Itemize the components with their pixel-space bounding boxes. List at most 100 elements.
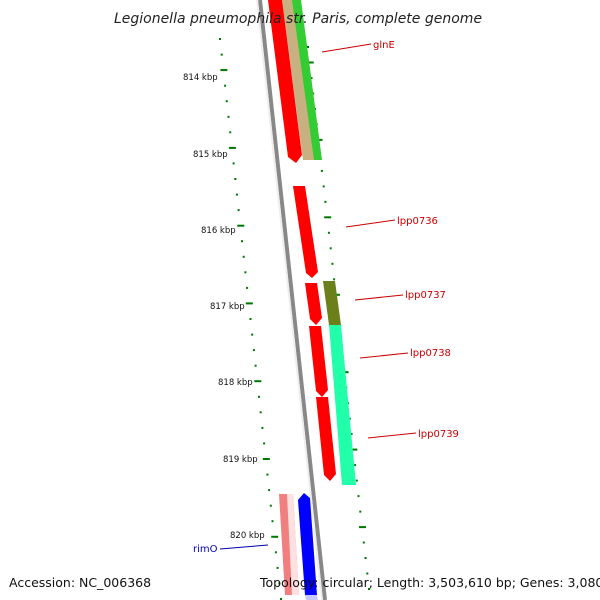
inner-tick xyxy=(259,411,262,414)
gene-lpp0738-arrow[interactable] xyxy=(309,326,328,397)
inner-tick xyxy=(249,318,252,320)
inner-tick xyxy=(227,115,230,118)
inner-tick xyxy=(245,302,253,305)
outer-tick xyxy=(355,479,358,482)
outer-tick xyxy=(359,510,362,513)
outer-tick xyxy=(364,557,367,559)
inner-tick xyxy=(224,84,227,87)
gene-lpp0736-arrow[interactable] xyxy=(293,186,318,278)
outer-tick xyxy=(350,433,353,436)
inner-tick xyxy=(228,146,236,149)
outer-tick xyxy=(320,169,323,172)
inner-tick xyxy=(241,240,243,243)
map-title: Legionella pneumophila str. Paris, compl… xyxy=(114,11,482,27)
inner-tick xyxy=(280,598,282,600)
ruler-label-816: 816 kbp xyxy=(201,226,236,236)
cog-track-pink-light xyxy=(287,494,299,595)
inner-tick xyxy=(263,442,266,445)
gene-label-rimO[interactable]: rimO xyxy=(193,544,218,555)
gene-label-lpp0739[interactable]: lpp0739 xyxy=(418,429,459,440)
inner-tick xyxy=(232,162,235,165)
ruler-labels: 814 kbp 815 kbp 816 kbp 817 kbp 818 kbp … xyxy=(183,73,265,541)
inner-tick xyxy=(220,53,223,56)
outer-tick xyxy=(366,572,369,575)
topology-text: Topology: circular; Length: 3,503,610 bp… xyxy=(260,575,600,590)
leader-rimO xyxy=(219,544,269,550)
outer-tick xyxy=(368,588,370,590)
tick-ring-inner xyxy=(219,38,282,600)
inner-tick xyxy=(252,349,255,352)
inner-tick xyxy=(254,364,257,367)
inner-tick xyxy=(246,286,249,289)
inner-tick xyxy=(229,131,232,134)
ruler-label-815: 815 kbp xyxy=(193,150,228,160)
inner-tick xyxy=(242,255,245,258)
leader-glnE xyxy=(321,43,372,53)
ruler-label-820: 820 kbp xyxy=(230,531,265,541)
outer-tick xyxy=(324,216,332,219)
outer-tick xyxy=(362,541,365,544)
inner-tick xyxy=(262,458,270,460)
outer-tick xyxy=(359,526,366,529)
cog-track-olive xyxy=(323,281,341,325)
outer-tick xyxy=(348,417,351,420)
inner-tick xyxy=(269,504,272,507)
ruler-label-817: 817 kbp xyxy=(210,302,245,312)
inner-tick xyxy=(237,224,245,227)
gene-labels: glnE lpp0736 lpp0737 lpp0738 lpp0739 rim… xyxy=(193,40,459,555)
accession-text: Accession: NC_006368 xyxy=(9,575,152,590)
leader-lpp0738 xyxy=(359,352,409,359)
cog-track-aqua xyxy=(329,325,356,485)
inner-tick xyxy=(251,333,254,336)
inner-tick xyxy=(261,426,264,429)
outer-tick xyxy=(329,247,332,250)
inner-tick xyxy=(271,520,274,523)
gene-rimO-arrow-tail xyxy=(305,595,318,600)
inner-tick xyxy=(254,380,262,383)
outer-tick xyxy=(307,46,309,48)
gene-label-lpp0738[interactable]: lpp0738 xyxy=(410,348,451,359)
gene-rimO-arrow[interactable] xyxy=(298,493,317,595)
inner-tick xyxy=(268,489,271,492)
gene-lpp0737-arrow[interactable] xyxy=(305,283,322,325)
inner-tick xyxy=(244,271,247,274)
genome-backbone-highlight xyxy=(256,0,323,600)
leader-lpp0736 xyxy=(345,219,396,228)
inner-tick xyxy=(225,100,228,103)
ruler-label-819: 819 kbp xyxy=(223,455,258,465)
gene-label-glnE[interactable]: glnE xyxy=(373,40,395,51)
inner-tick xyxy=(220,69,228,72)
outer-tick xyxy=(350,448,358,451)
inner-tick xyxy=(237,209,240,212)
outer-tick xyxy=(306,61,314,64)
inner-tick xyxy=(271,535,279,538)
outer-tick xyxy=(324,200,327,203)
outer-tick xyxy=(327,231,330,234)
inner-tick xyxy=(235,193,238,196)
genome-backbone xyxy=(258,0,327,600)
inner-tick xyxy=(258,395,260,398)
cog-track-tan xyxy=(282,0,314,160)
ruler-label-818: 818 kbp xyxy=(218,378,253,388)
gene-glnE-arrow[interactable] xyxy=(268,0,302,163)
leader-lpp0737 xyxy=(354,294,404,301)
inner-tick xyxy=(266,473,269,476)
gene-label-lpp0736[interactable]: lpp0736 xyxy=(397,216,438,227)
inner-tick xyxy=(276,566,279,569)
gene-leader-lines xyxy=(219,43,417,550)
leader-lpp0739 xyxy=(367,432,417,439)
gene-lpp0739-arrow[interactable] xyxy=(316,397,336,481)
inner-tick xyxy=(219,38,221,40)
inner-tick xyxy=(274,551,277,554)
outer-tick xyxy=(331,262,334,265)
inner-tick xyxy=(234,178,237,180)
gene-label-lpp0737[interactable]: lpp0737 xyxy=(405,290,446,301)
outer-tick xyxy=(333,278,336,281)
inner-tick xyxy=(278,582,281,585)
ruler-label-814: 814 kbp xyxy=(183,73,218,83)
outer-tick xyxy=(310,77,313,79)
outer-tick xyxy=(357,495,360,498)
outer-tick xyxy=(354,464,357,467)
outer-tick xyxy=(322,185,325,188)
